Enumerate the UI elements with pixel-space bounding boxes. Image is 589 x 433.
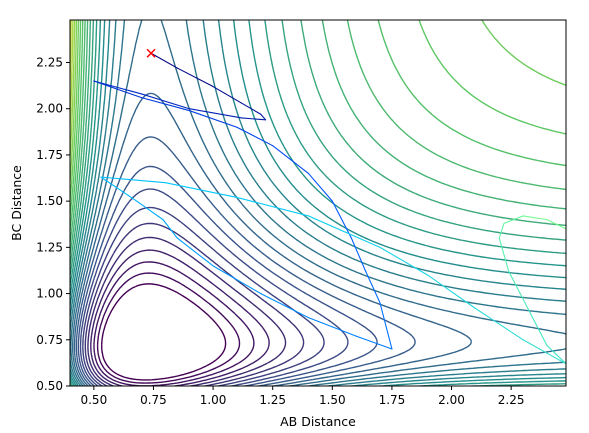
trajectory-segment [136, 200, 164, 221]
trajectory-segment [164, 182, 238, 199]
contour-line [101, 283, 227, 381]
trajectory-segment [307, 317, 357, 337]
contour-line [70, 20, 566, 237]
x-tick-label: 2.25 [498, 393, 525, 407]
contour-line [77, 165, 378, 386]
trajectory-segment [508, 270, 529, 309]
marker-stroke [146, 48, 156, 58]
trajectory-segment [355, 335, 393, 350]
contour-line [70, 20, 566, 386]
contour-line [72, 20, 566, 386]
trajectory-segment [474, 307, 524, 341]
x-tick-label: 1.00 [200, 393, 227, 407]
trajectory-segment [307, 215, 381, 248]
contour-line [87, 236, 287, 386]
contour-line [75, 136, 416, 386]
x-axis-ticks: 0.50 0.75 1.00 1.25 1.50 1.75 2.00 2.25 [80, 386, 525, 407]
contour-line [70, 20, 78, 191]
contour-line [70, 20, 566, 386]
contour-line [84, 222, 305, 386]
trajectory-segment [546, 219, 566, 230]
trajectory-segment [241, 117, 267, 121]
x-tick-label: 2.00 [438, 393, 465, 407]
trajectory-segment [498, 222, 505, 239]
contour-line [70, 20, 566, 386]
contour-line [79, 188, 349, 386]
trajectory-segment [503, 215, 524, 224]
trajectory-segment [176, 237, 214, 267]
contour-line [65, 13, 66, 91]
trajectory-segment [150, 52, 178, 69]
trajectory-segment [236, 196, 310, 217]
trajectory-segment [93, 80, 143, 95]
y-tick-label: 1.50 [36, 194, 63, 208]
contour-line [96, 272, 241, 384]
contour-line [70, 20, 566, 386]
trajectory-segment [236, 126, 274, 147]
trajectory-segment [331, 200, 352, 239]
trajectory-segment [93, 80, 143, 99]
contour-line [93, 261, 255, 386]
potential-contours [65, 13, 566, 386]
contour-line [70, 20, 566, 260]
contour-line [82, 206, 325, 386]
trajectory-segment [427, 274, 476, 309]
y-axis-ticks: 0.50 0.75 1.00 1.25 1.50 1.75 2.00 2.25 [36, 56, 70, 393]
trajectory [93, 52, 566, 365]
trajectory-segment [212, 265, 262, 295]
trajectory-segment [307, 172, 333, 202]
y-tick-label: 2.25 [36, 56, 63, 70]
trajectory-segment [241, 102, 262, 115]
trajectory-segment [260, 113, 267, 121]
trajectory-segment [176, 67, 214, 88]
y-tick-label: 1.00 [36, 287, 63, 301]
contour-line [70, 20, 566, 386]
trajectory-segment [522, 339, 566, 365]
contour-line [70, 20, 566, 223]
trajectory-segment [522, 215, 548, 221]
y-tick-label: 0.75 [36, 333, 63, 347]
contour-line [70, 20, 566, 386]
x-tick-label: 0.75 [140, 393, 167, 407]
trajectory-segment [188, 110, 238, 128]
trajectory-segment [379, 302, 393, 350]
trajectory-segment [272, 145, 310, 174]
contour-line [65, 13, 68, 134]
contour-line [70, 20, 71, 40]
trajectory-segment [498, 237, 510, 272]
trajectory-segment [546, 344, 566, 365]
trajectory-segment [365, 270, 381, 304]
x-tick-label: 1.75 [379, 393, 406, 407]
y-tick-label: 0.50 [36, 379, 63, 393]
start-marker [146, 48, 156, 58]
trajectory-segment [140, 93, 190, 110]
y-axis-label: BC Distance [9, 165, 24, 241]
y-tick-label: 2.00 [36, 102, 63, 116]
trajectory-segment [100, 176, 166, 184]
trajectory-segment [212, 85, 243, 104]
trajectory-segment [162, 219, 178, 239]
trajectory-segment [350, 237, 367, 272]
trajectory-segment [140, 97, 190, 112]
x-tick-label: 0.50 [80, 393, 107, 407]
y-tick-label: 1.25 [36, 240, 63, 254]
trajectory-segment [379, 246, 429, 276]
contour-line [90, 249, 270, 386]
plot-frame [69, 19, 567, 387]
trajectory-segment [188, 108, 243, 119]
contour-line [70, 20, 566, 249]
trajectory-segment [100, 176, 138, 202]
x-axis-label: AB Distance [280, 414, 356, 429]
y-tick-label: 1.75 [36, 148, 63, 162]
trajectory-segment [527, 307, 548, 346]
contour-line [73, 92, 473, 386]
contour-line [70, 20, 566, 209]
x-tick-label: 1.25 [259, 393, 286, 407]
x-tick-label: 1.50 [319, 393, 346, 407]
contour-line [70, 20, 566, 386]
trajectory-segment [260, 293, 310, 319]
